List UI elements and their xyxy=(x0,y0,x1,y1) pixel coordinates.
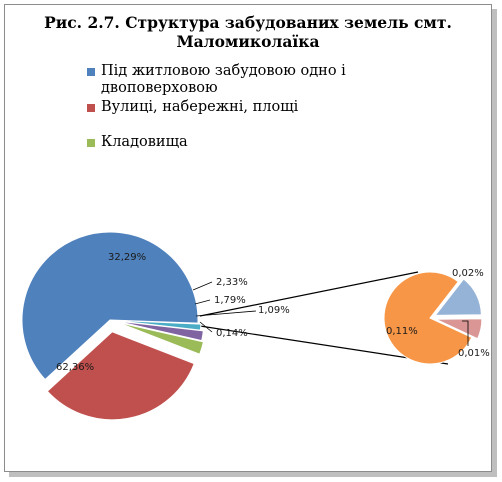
legend-entry-cemeteries: Кладовища xyxy=(87,134,407,151)
legend-label-cemeteries: Кладовища xyxy=(101,134,188,150)
main-pie-data-label: 62,36% xyxy=(56,362,94,373)
main-pie-slice-2 xyxy=(46,331,195,421)
legend-swatch-cemeteries xyxy=(87,139,95,147)
legend-entry-streets: Вулиці, набережні, площі xyxy=(87,99,407,116)
secondary-pie-data-label: 0,11% xyxy=(386,326,418,337)
legend-label-residential: Під житловою забудовою одно і двоповерхо… xyxy=(101,63,346,96)
main-pie-data-label: 32,29% xyxy=(108,252,146,263)
secondary-pie-slice-3 xyxy=(435,318,483,340)
pie-connector-line xyxy=(199,271,419,317)
main-pie-slice-3 xyxy=(117,321,205,355)
legend-swatch-streets xyxy=(87,104,95,112)
legend-swatch-residential xyxy=(87,68,95,76)
leader-line xyxy=(199,321,213,333)
leader-line xyxy=(462,320,469,346)
main-pie-slice-4 xyxy=(115,320,204,342)
main-pie-data-label: 1,09% xyxy=(258,305,290,316)
data-labels: 0,14% 1,09% 1,79% 2,33% 32,29% 62,36% 0,11% 0,0… xyxy=(56,252,490,373)
chart-title: Рис. 2.7. Структура забудованих земель с… xyxy=(44,13,452,51)
main-pie xyxy=(21,231,205,421)
secondary-pie xyxy=(383,271,483,365)
leader-line xyxy=(194,299,211,305)
leader-line xyxy=(192,281,213,291)
main-pie-data-label: 2,33% xyxy=(216,277,248,288)
legend-entry-residential: Під житловою забудовою одно і двоповерхо… xyxy=(87,63,407,97)
chart-legend: Під житловою забудовою одно і двоповерхо… xyxy=(87,63,407,153)
secondary-pie-data-label: 0,02% xyxy=(452,268,484,279)
main-pie-data-label: 1,79% xyxy=(214,295,246,306)
main-pie-data-label: 0,14% xyxy=(216,328,248,339)
leader-line xyxy=(195,310,257,317)
secondary-pie-data-label: 0,01% xyxy=(458,348,490,359)
secondary-pie-slice-1 xyxy=(383,271,473,365)
legend-label-streets: Вулиці, набережні, площі xyxy=(101,99,299,115)
main-pie-slice-1 xyxy=(21,231,199,381)
secondary-pie-slice-2 xyxy=(434,278,482,316)
